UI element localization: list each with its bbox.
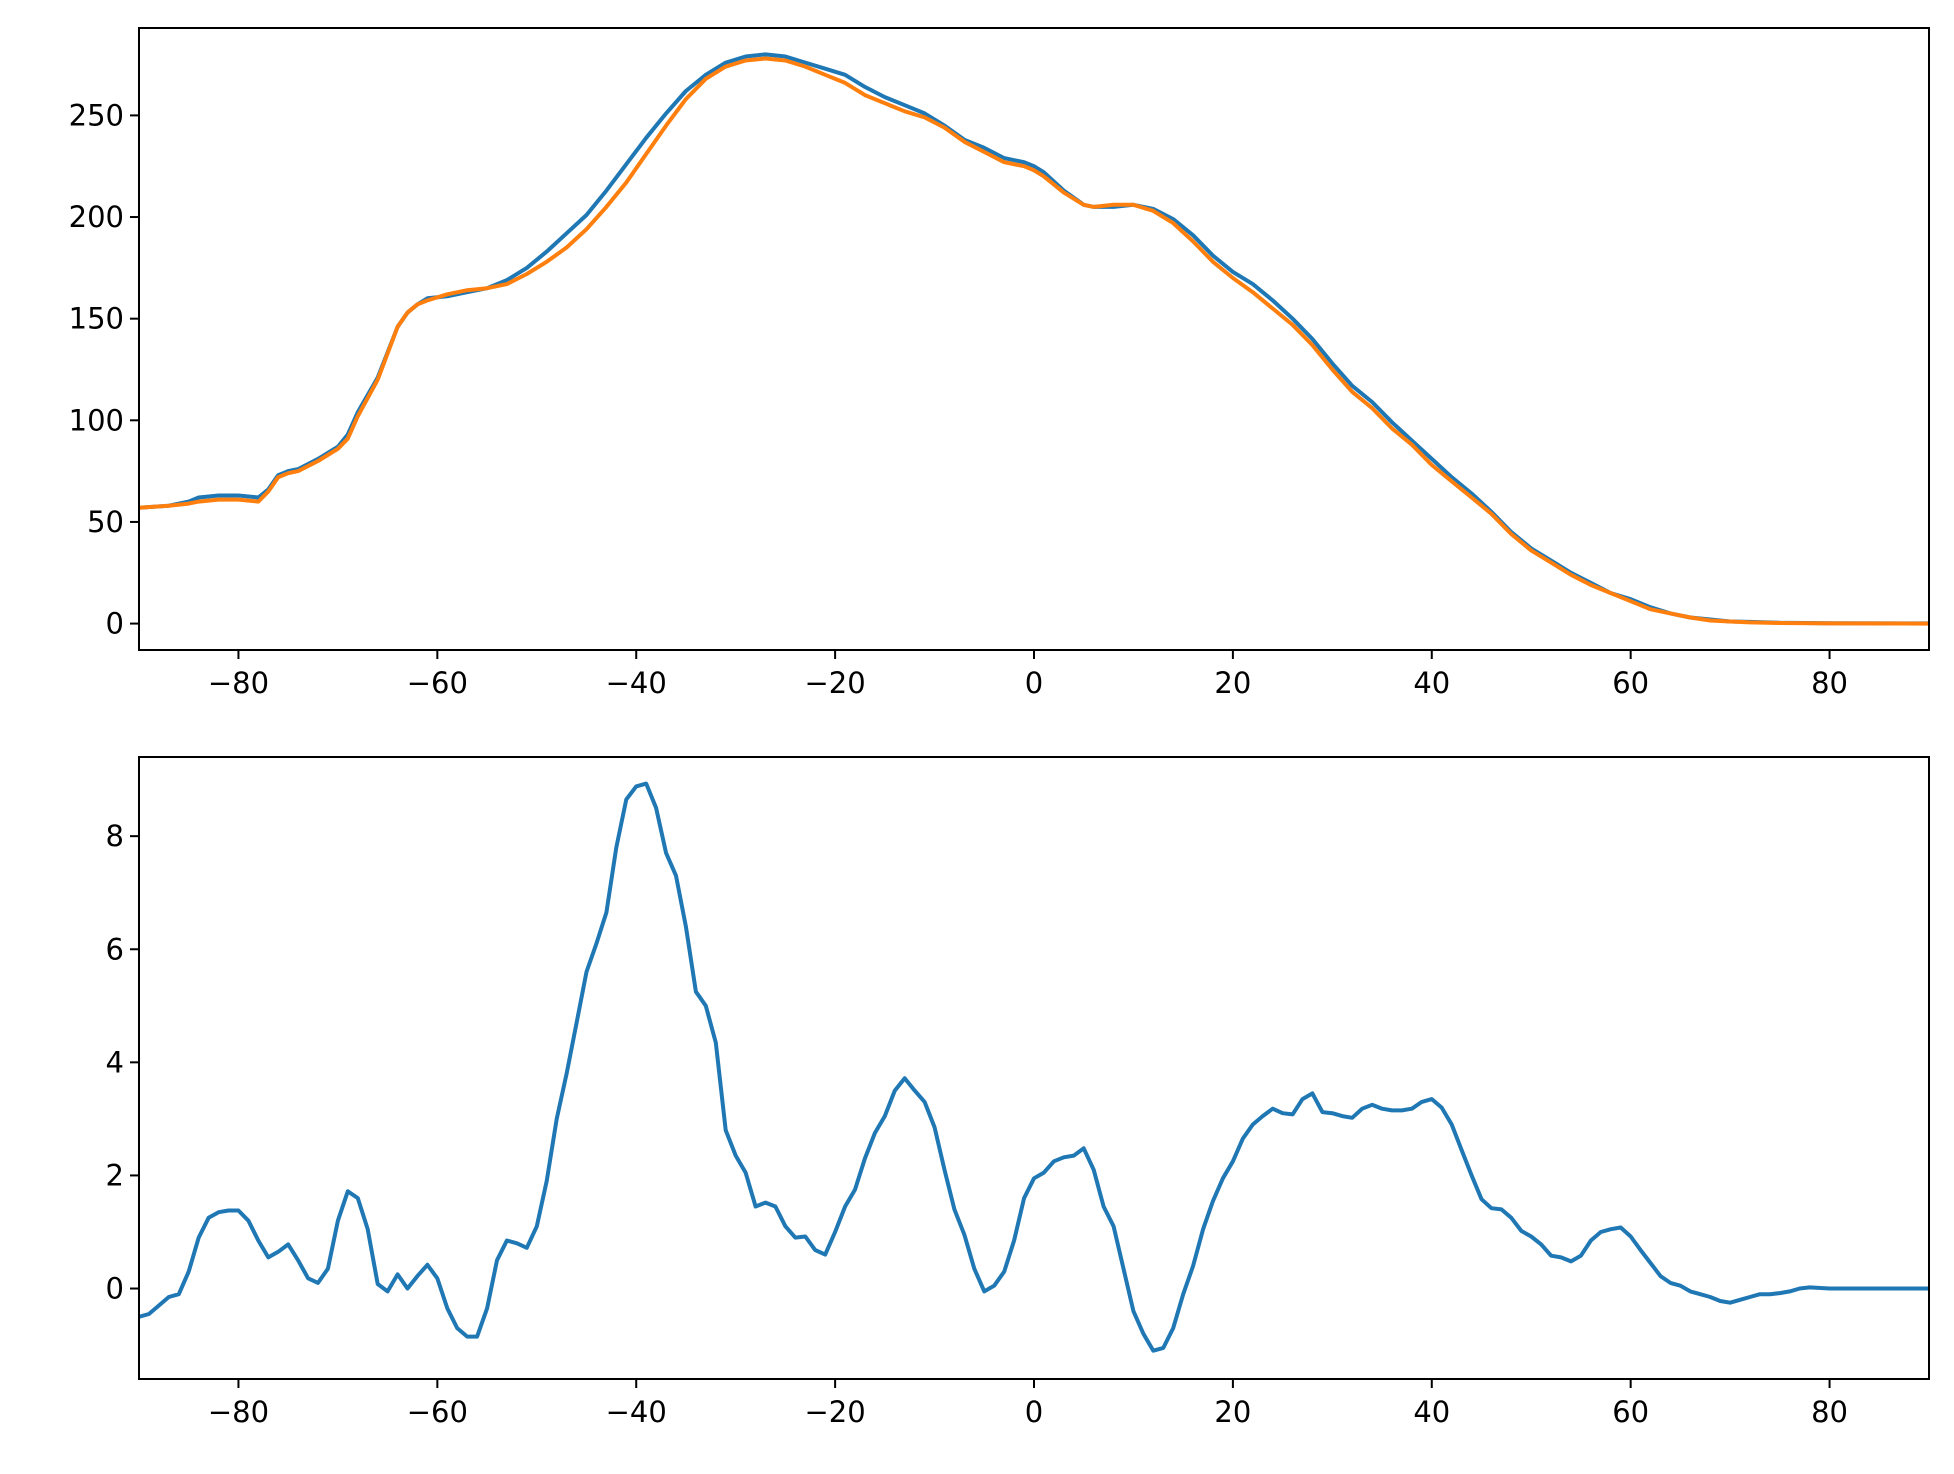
series-line-1-0 — [139, 781, 1929, 1353]
y-tick-label: 2 — [106, 1158, 124, 1192]
x-tick-label: −40 — [606, 666, 667, 700]
series-line-0-0 — [139, 52, 1929, 626]
x-tick-label: 20 — [1214, 666, 1251, 700]
x-tick-label: −80 — [208, 1395, 269, 1429]
y-tick-label: 50 — [87, 505, 124, 539]
x-tick-label: −80 — [208, 666, 269, 700]
x-tick-label: 0 — [1025, 666, 1043, 700]
top-chart: −80 −60 −40 −20 0 20 40 60 80 0 50 100 150 200 250 — [69, 27, 1930, 700]
y-tick-label: 250 — [69, 98, 124, 132]
y-tick-label: 100 — [69, 403, 124, 437]
x-tick-label: 80 — [1811, 1395, 1848, 1429]
plot-frame — [138, 27, 1930, 651]
x-tick-label: 60 — [1612, 1395, 1649, 1429]
series-line-0-1 — [139, 56, 1929, 626]
x-tick-label: 40 — [1413, 666, 1450, 700]
y-tick-label: 200 — [69, 200, 124, 234]
y-tick-label: 150 — [69, 302, 124, 336]
x-tick-label: 0 — [1025, 1395, 1043, 1429]
x-tick-label: −40 — [606, 1395, 667, 1429]
x-tick-label: 60 — [1612, 666, 1649, 700]
x-tick-label: −20 — [805, 1395, 866, 1429]
x-tick-label: −60 — [407, 666, 468, 700]
y-tick-label: 8 — [106, 819, 124, 853]
y-tick-label: 0 — [106, 1272, 124, 1306]
x-tick-label: 20 — [1214, 1395, 1251, 1429]
y-tick-label: 4 — [106, 1045, 124, 1079]
bottom-chart: −80 −60 −40 −20 0 20 40 60 80 0 2 4 6 8 — [106, 756, 1930, 1429]
x-tick-label: 40 — [1413, 1395, 1450, 1429]
x-tick-label: −20 — [805, 666, 866, 700]
y-tick-label: 0 — [106, 607, 124, 641]
y-tick-label: 6 — [106, 932, 124, 966]
x-tick-label: 80 — [1811, 666, 1848, 700]
x-tick-label: −60 — [407, 1395, 468, 1429]
